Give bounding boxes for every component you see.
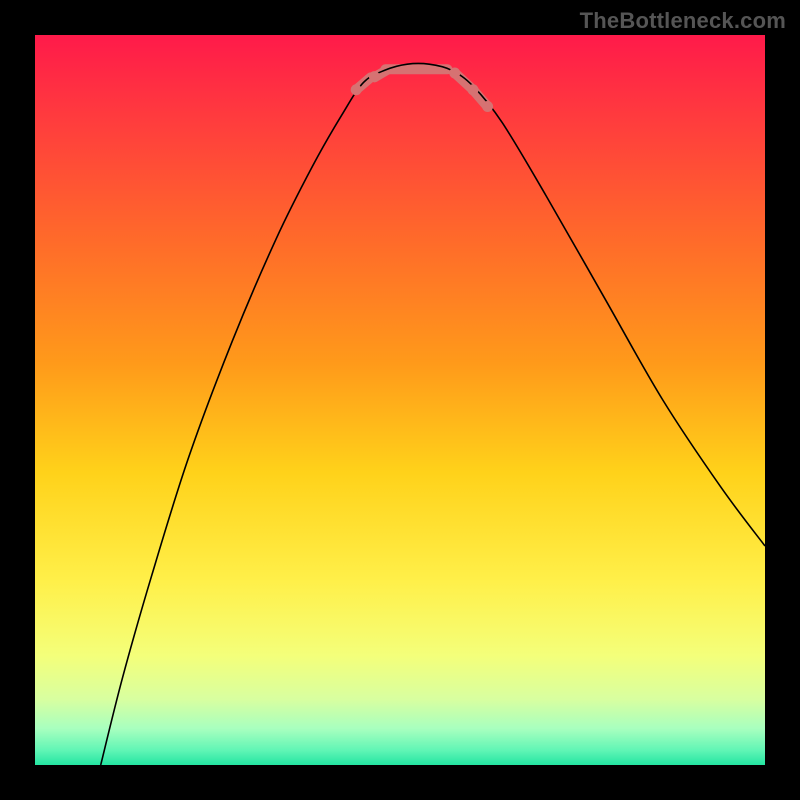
chart-outer: TheBottleneck.com <box>0 0 800 800</box>
bottleneck-chart <box>35 35 765 765</box>
watermark-text: TheBottleneck.com <box>580 8 786 34</box>
gradient-background <box>35 35 765 765</box>
highlight-dot <box>468 84 479 95</box>
highlight-dot <box>482 101 493 112</box>
plot-area <box>35 35 765 765</box>
highlight-dot <box>449 67 460 78</box>
highlight-dot <box>351 84 362 95</box>
highlight-dot <box>369 71 380 82</box>
